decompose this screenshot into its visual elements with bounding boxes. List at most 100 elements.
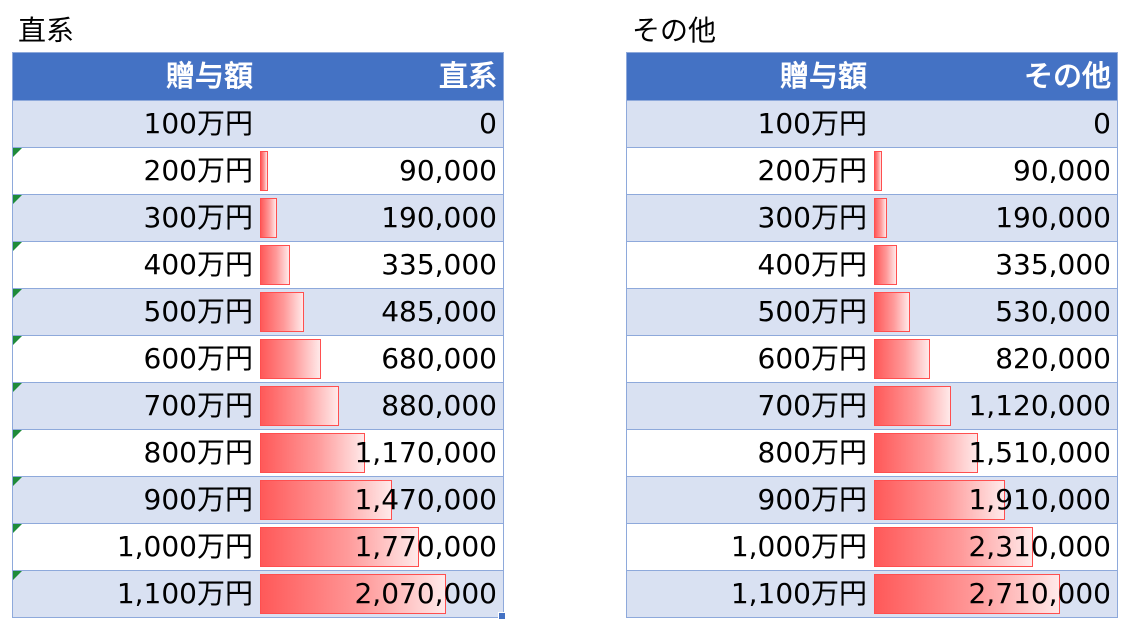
cell-amount[interactable]: 900万円 bbox=[757, 483, 867, 516]
cell-amount[interactable]: 800万円 bbox=[757, 436, 867, 469]
cell-tax[interactable]: 820,000 bbox=[873, 336, 1117, 382]
data-bar bbox=[874, 339, 930, 379]
cell-amount[interactable]: 200万円 bbox=[757, 154, 867, 187]
cell-value: 2,710,000 bbox=[968, 577, 1111, 610]
cell-tax[interactable]: 1,910,000 bbox=[873, 477, 1117, 523]
cell-tax[interactable]: 90,000 bbox=[259, 148, 503, 194]
error-indicator-icon bbox=[13, 524, 22, 533]
table-row: 1,000万円 2,310,000 bbox=[627, 523, 1117, 570]
cell-tax[interactable]: 335,000 bbox=[873, 242, 1117, 288]
cell-amount[interactable]: 100万円 bbox=[757, 107, 867, 140]
cell-amount[interactable]: 300万円 bbox=[757, 201, 867, 234]
cell-amount[interactable]: 1,100万円 bbox=[116, 577, 253, 610]
block-other: その他 贈与額 その他 100万円 0 200万円 90,000 300万円 190,00… bbox=[626, 0, 1118, 618]
cell-tax[interactable]: 1,510,000 bbox=[873, 430, 1117, 476]
data-bar bbox=[874, 245, 897, 285]
cell-value: 0 bbox=[479, 107, 497, 140]
data-bar bbox=[260, 574, 446, 614]
table-row: 100万円 0 bbox=[13, 100, 503, 147]
error-indicator-icon bbox=[13, 571, 22, 580]
cell-tax[interactable]: 530,000 bbox=[873, 289, 1117, 335]
cell-tax[interactable]: 1,170,000 bbox=[259, 430, 503, 476]
block-direct: 直系 贈与額 直系 100万円 0 200万円 90,000 300万円 190,000 4… bbox=[12, 0, 506, 620]
cell-value: 2,070,000 bbox=[354, 577, 497, 610]
table-row: 100万円 0 bbox=[627, 100, 1117, 147]
table-row: 800万円 1,510,000 bbox=[627, 429, 1117, 476]
data-bar bbox=[260, 433, 365, 473]
cell-tax[interactable]: 880,000 bbox=[259, 383, 503, 429]
cell-value: 1,910,000 bbox=[968, 483, 1111, 516]
cell-value: 90,000 bbox=[399, 154, 497, 187]
table-row: 900万円 1,910,000 bbox=[627, 476, 1117, 523]
cell-tax[interactable]: 1,470,000 bbox=[259, 477, 503, 523]
header-cell-amount[interactable]: 贈与額 bbox=[779, 59, 867, 93]
table-row: 1,100万円 2,710,000 bbox=[627, 570, 1117, 617]
cell-value: 1,510,000 bbox=[968, 436, 1111, 469]
error-indicator-icon bbox=[13, 195, 22, 204]
data-bar bbox=[260, 480, 392, 520]
table-row: 500万円 530,000 bbox=[627, 288, 1117, 335]
cell-amount[interactable]: 500万円 bbox=[757, 295, 867, 328]
data-bar bbox=[874, 386, 951, 426]
cell-value: 1,470,000 bbox=[354, 483, 497, 516]
cell-value: 190,000 bbox=[381, 201, 497, 234]
cell-tax[interactable]: 1,120,000 bbox=[873, 383, 1117, 429]
header-cell-amount[interactable]: 贈与額 bbox=[165, 59, 253, 93]
header-cell-tax[interactable]: その他 bbox=[1023, 59, 1111, 93]
cell-tax[interactable]: 190,000 bbox=[259, 195, 503, 241]
cell-tax[interactable]: 0 bbox=[873, 101, 1117, 147]
cell-tax[interactable]: 485,000 bbox=[259, 289, 503, 335]
table-row: 900万円 1,470,000 bbox=[13, 476, 503, 523]
cell-tax[interactable]: 2,310,000 bbox=[873, 524, 1117, 570]
cell-tax[interactable]: 1,770,000 bbox=[259, 524, 503, 570]
cell-tax[interactable]: 335,000 bbox=[259, 242, 503, 288]
table-row: 1,000万円 1,770,000 bbox=[13, 523, 503, 570]
cell-amount[interactable]: 1,000万円 bbox=[730, 530, 867, 563]
cell-tax[interactable]: 90,000 bbox=[873, 148, 1117, 194]
cell-amount[interactable]: 1,000万円 bbox=[116, 530, 253, 563]
data-bar bbox=[874, 574, 1060, 614]
cell-amount[interactable]: 700万円 bbox=[143, 389, 253, 422]
data-bar bbox=[874, 151, 882, 191]
cell-value: 1,170,000 bbox=[354, 436, 497, 469]
table-row: 200万円 90,000 bbox=[13, 147, 503, 194]
cell-tax[interactable]: 190,000 bbox=[873, 195, 1117, 241]
cell-tax[interactable]: 680,000 bbox=[259, 336, 503, 382]
fill-handle[interactable] bbox=[498, 612, 506, 620]
table-header: 贈与額 直系 bbox=[13, 52, 503, 100]
cell-value: 485,000 bbox=[381, 295, 497, 328]
cell-value: 820,000 bbox=[995, 342, 1111, 375]
cell-value: 880,000 bbox=[381, 389, 497, 422]
cell-amount[interactable]: 400万円 bbox=[757, 248, 867, 281]
cell-amount[interactable]: 1,100万円 bbox=[730, 577, 867, 610]
table-row: 700万円 1,120,000 bbox=[627, 382, 1117, 429]
cell-tax[interactable]: 2,070,000 bbox=[259, 571, 506, 620]
cell-amount[interactable]: 300万円 bbox=[143, 201, 253, 234]
header-cell-tax[interactable]: 直系 bbox=[438, 59, 497, 93]
table-row: 300万円 190,000 bbox=[13, 194, 503, 241]
data-bar bbox=[874, 198, 887, 238]
data-bar bbox=[260, 339, 321, 379]
cell-amount[interactable]: 700万円 bbox=[757, 389, 867, 422]
error-indicator-icon bbox=[13, 383, 22, 392]
data-bar bbox=[874, 433, 978, 473]
cell-tax[interactable]: 0 bbox=[259, 101, 503, 147]
cell-amount[interactable]: 800万円 bbox=[143, 436, 253, 469]
table-row: 400万円 335,000 bbox=[13, 241, 503, 288]
cell-value: 680,000 bbox=[381, 342, 497, 375]
cell-amount[interactable]: 100万円 bbox=[143, 107, 253, 140]
cell-amount[interactable]: 600万円 bbox=[143, 342, 253, 375]
cell-amount[interactable]: 600万円 bbox=[757, 342, 867, 375]
cell-value: 335,000 bbox=[995, 248, 1111, 281]
cell-value: 335,000 bbox=[381, 248, 497, 281]
data-bar bbox=[260, 151, 268, 191]
cell-tax[interactable]: 2,710,000 bbox=[873, 571, 1117, 617]
cell-amount[interactable]: 200万円 bbox=[143, 154, 253, 187]
error-indicator-icon bbox=[13, 477, 22, 486]
cell-amount[interactable]: 500万円 bbox=[143, 295, 253, 328]
cell-amount[interactable]: 400万円 bbox=[143, 248, 253, 281]
table-body: 100万円 0 200万円 90,000 300万円 190,000 400万円 335,00… bbox=[627, 100, 1117, 617]
table-header: 贈与額 その他 bbox=[627, 52, 1117, 100]
data-bar bbox=[874, 480, 1005, 520]
cell-amount[interactable]: 900万円 bbox=[143, 483, 253, 516]
